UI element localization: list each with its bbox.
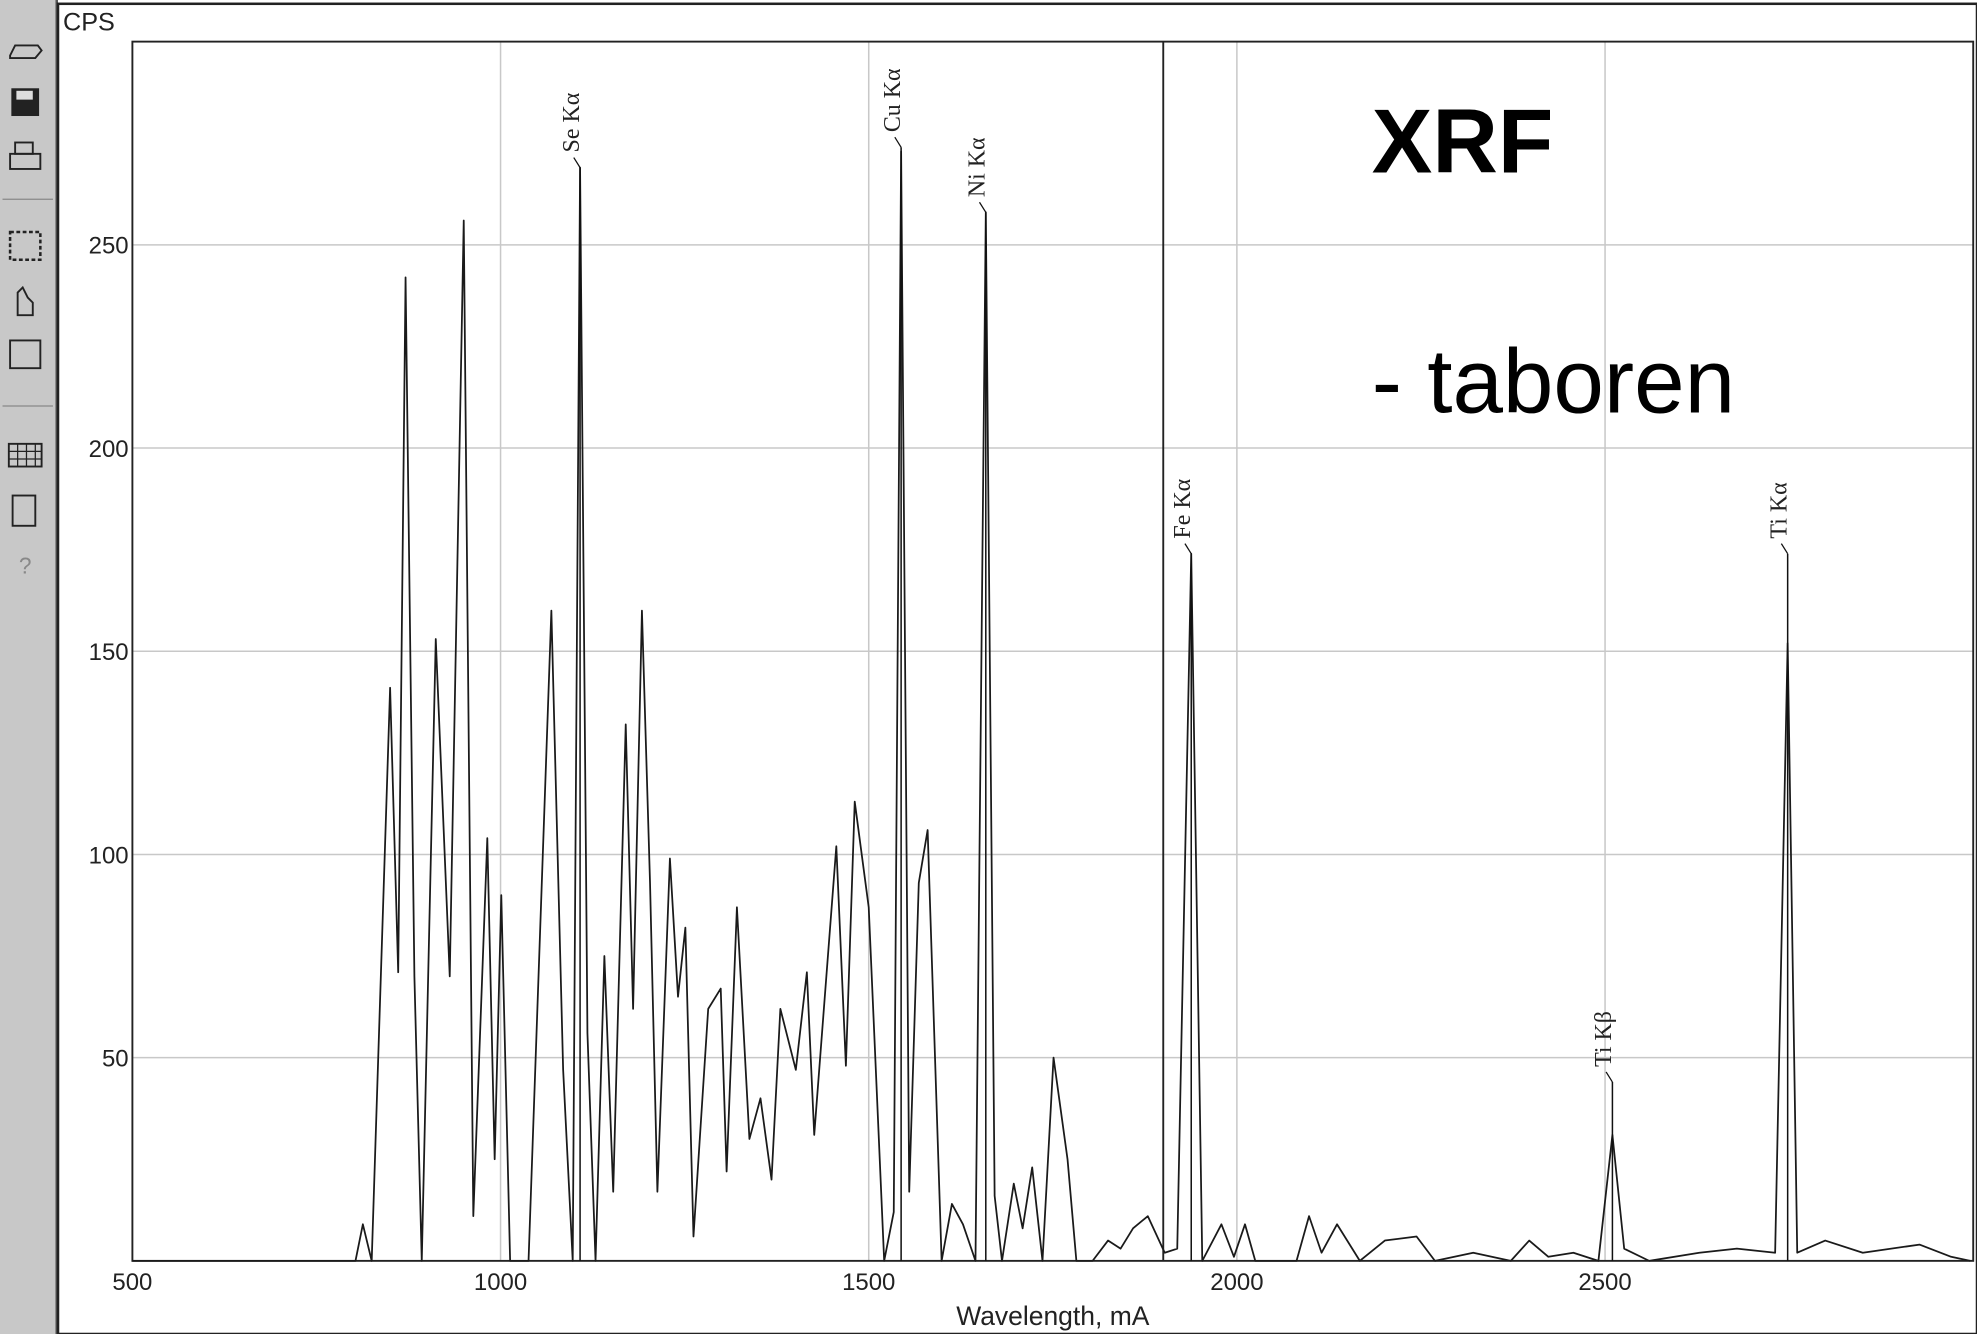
- annotation: XRF: [1372, 92, 1554, 193]
- table-icon[interactable]: [7, 442, 43, 468]
- x-tick-label: 2500: [1578, 1269, 1631, 1296]
- peak-label: Ti Kα: [1766, 482, 1792, 538]
- y-tick-label: 100: [89, 842, 129, 869]
- x-axis-label: Wavelength, mA: [956, 1301, 1150, 1331]
- y-axis-label: CPS: [63, 8, 115, 36]
- calc-icon[interactable]: [11, 494, 37, 527]
- peak-tick: [573, 157, 581, 168]
- peak-label: Se Kα: [559, 93, 585, 153]
- peak-tick: [978, 201, 987, 213]
- y-tick-label: 250: [89, 233, 129, 260]
- peak-tick: [1184, 543, 1192, 555]
- annotation: - taboren: [1372, 331, 1735, 432]
- x-tick-label: 1500: [842, 1269, 895, 1296]
- peak-tick: [1780, 543, 1789, 555]
- edit-icon[interactable]: [9, 339, 42, 370]
- x-tick-label: 2000: [1210, 1269, 1263, 1296]
- x-tick-label: 1000: [474, 1269, 527, 1296]
- help-icon[interactable]: ?: [19, 553, 32, 579]
- toolbar: ?: [0, 0, 58, 1334]
- plot-area: 50 100 150 200 250 500 1000 1500 2000 2500 Se Kα Cu…: [89, 40, 1975, 1296]
- y-tick-label: 50: [102, 1045, 129, 1072]
- y-tick-label: 150: [89, 639, 129, 666]
- hand-icon[interactable]: [16, 285, 34, 317]
- tool-icon[interactable]: [8, 230, 42, 262]
- spectrum-line: [132, 150, 1971, 1262]
- x-tick-label: 500: [112, 1269, 152, 1296]
- peak-label: Ni Kα: [965, 137, 991, 197]
- peak-label: Fe Kα: [1170, 479, 1196, 539]
- peak-label: Cu Kα: [880, 68, 906, 132]
- peak-tick: [894, 136, 902, 148]
- y-tick-label: 200: [89, 436, 129, 463]
- peak-tick: [1605, 1071, 1613, 1083]
- peak-label: Ti Kβ: [1591, 1011, 1617, 1067]
- plot-frame: [131, 40, 1975, 1262]
- open-icon[interactable]: [9, 44, 43, 59]
